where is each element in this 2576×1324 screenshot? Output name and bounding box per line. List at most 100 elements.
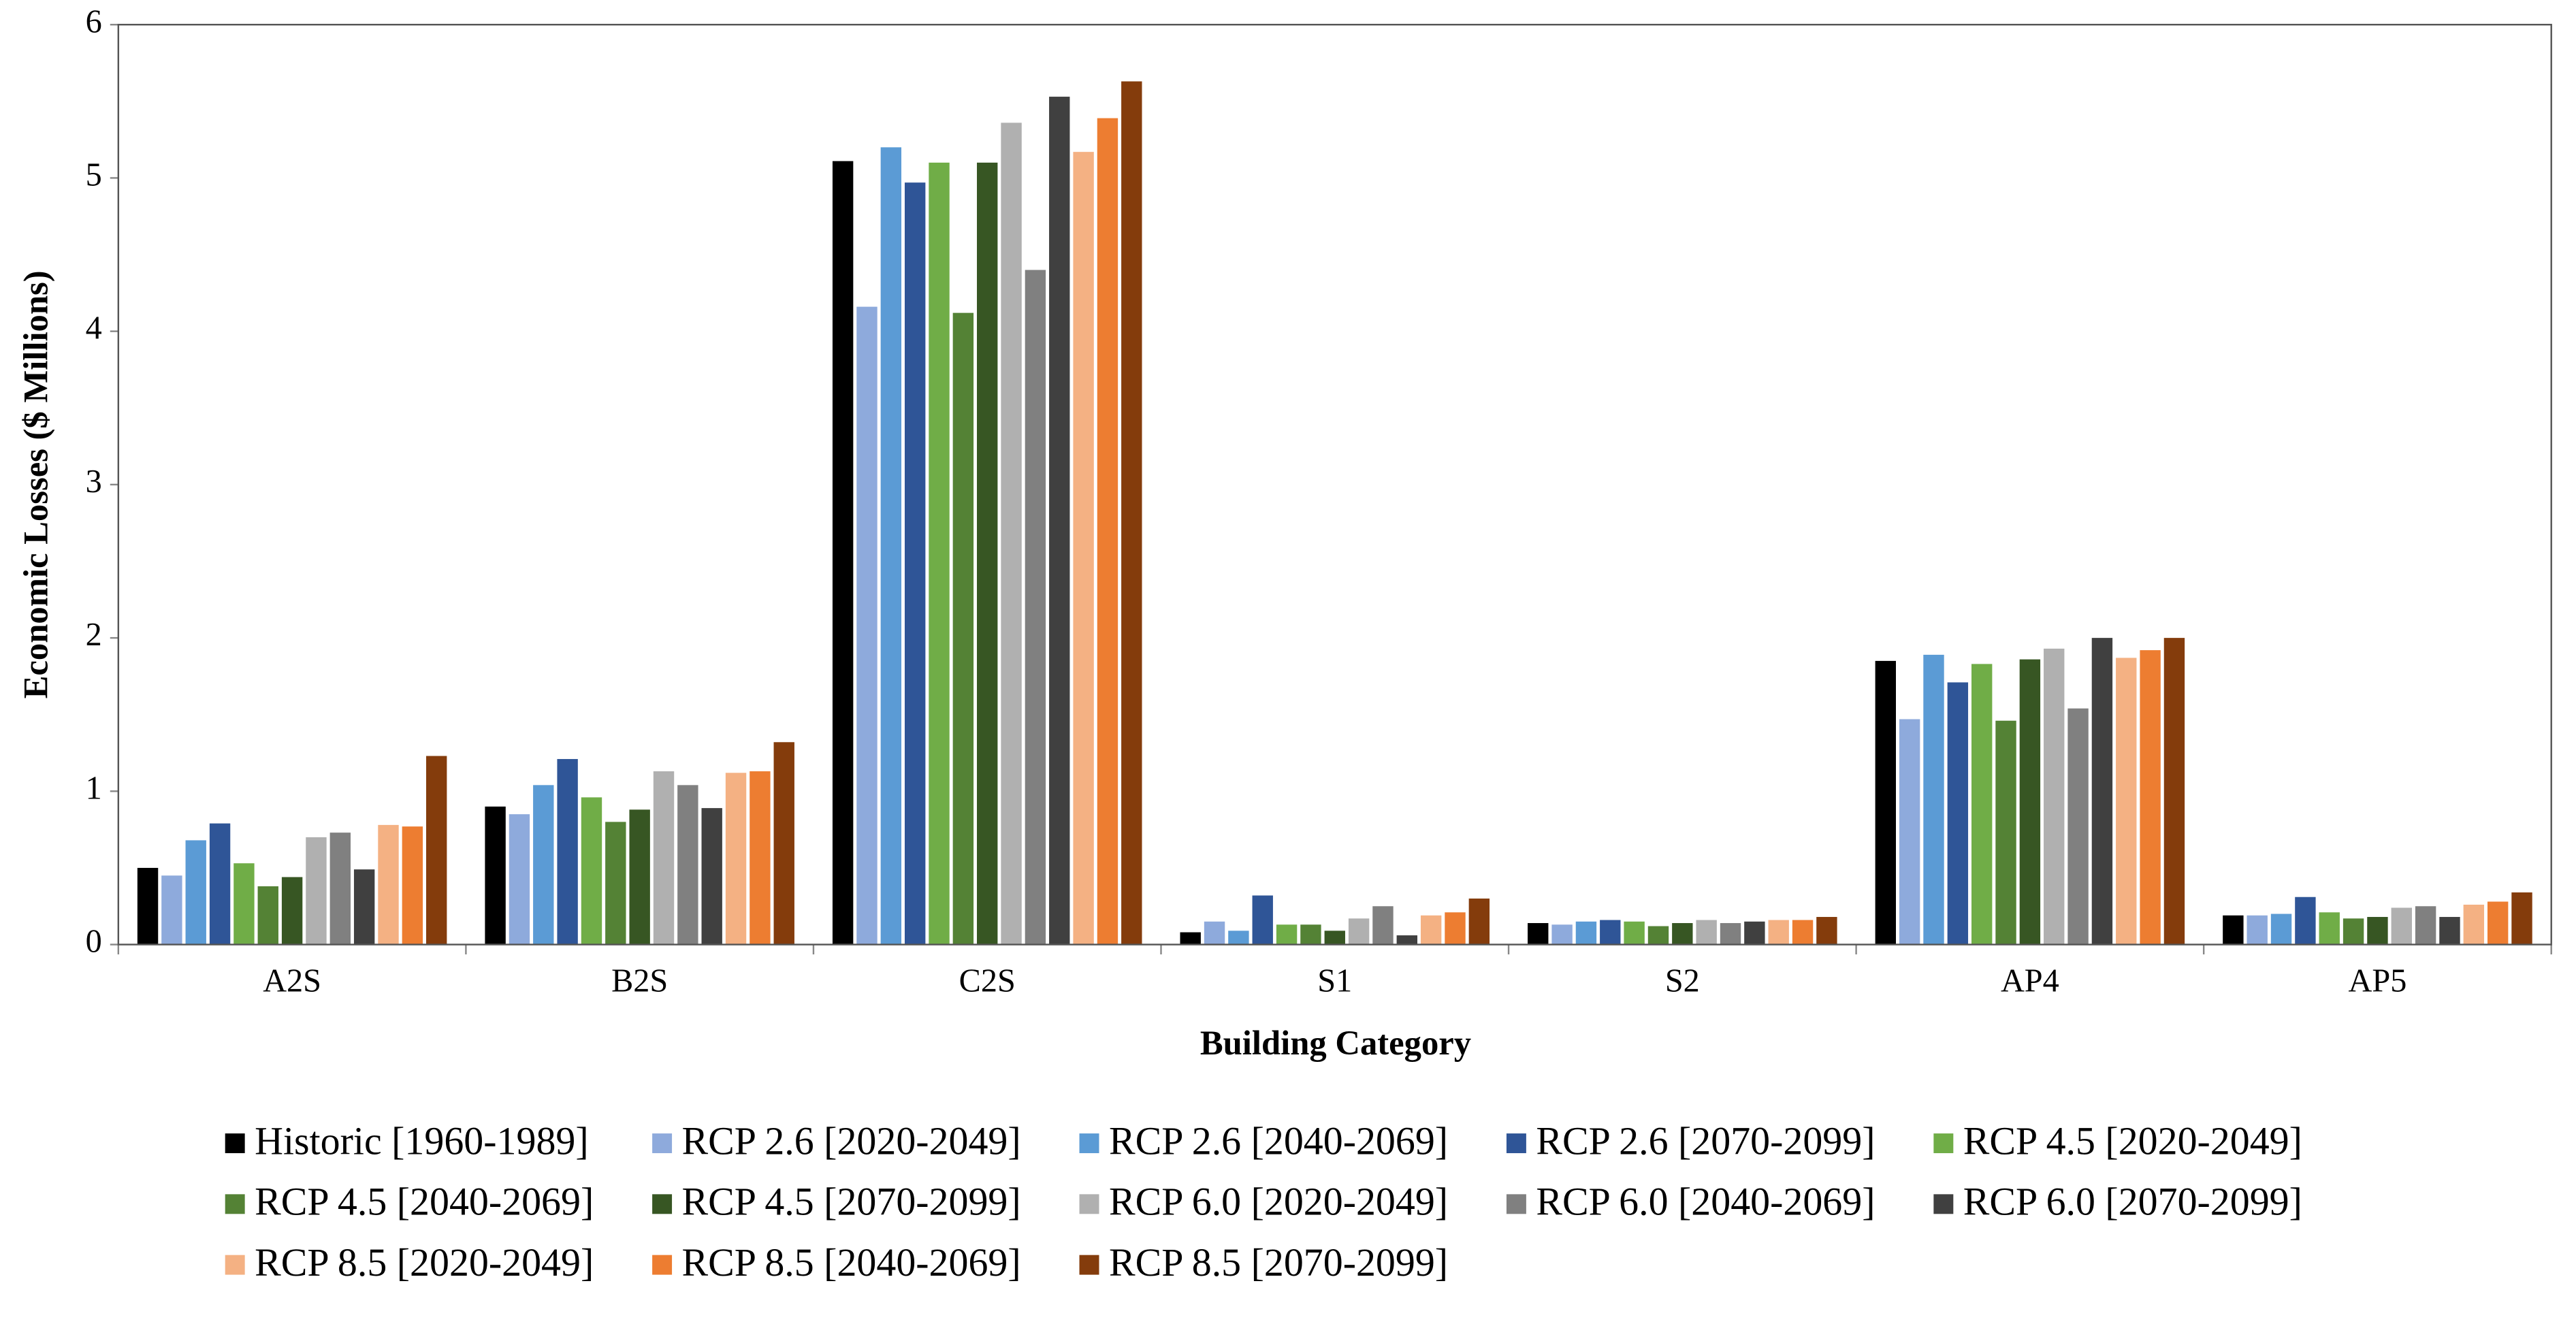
bar	[1768, 920, 1789, 945]
bar	[509, 814, 530, 945]
bar	[1396, 935, 1418, 945]
bar	[1575, 921, 1597, 945]
x-tick-label: AP5	[2349, 963, 2407, 999]
bar	[629, 809, 650, 945]
legend-swatch	[225, 1194, 245, 1214]
bar	[880, 147, 902, 945]
bar	[2415, 906, 2436, 945]
legend-label: RCP 4.5 [2040-2069]	[255, 1180, 594, 1224]
bar	[1204, 921, 1225, 945]
bar	[2391, 907, 2412, 945]
legend-label: RCP 8.5 [2070-2099]	[1109, 1240, 1448, 1285]
bar	[725, 773, 747, 945]
bar	[977, 162, 998, 945]
bar	[1528, 923, 1549, 945]
bar	[2367, 917, 2388, 945]
bar	[952, 312, 974, 945]
legend-swatch	[1079, 1194, 1099, 1214]
bar	[653, 771, 675, 945]
legend-label: RCP 6.0 [2070-2099]	[1963, 1180, 2302, 1224]
bar	[2067, 708, 2089, 945]
bar	[1276, 924, 1298, 945]
plot-frame	[117, 23, 2552, 946]
bar	[234, 863, 255, 945]
bar	[1551, 924, 1573, 945]
legend-swatch	[1506, 1133, 1526, 1154]
bar	[329, 833, 351, 945]
legend-swatch	[225, 1133, 245, 1154]
bar	[605, 822, 626, 945]
x-tick-label: C2S	[959, 963, 1016, 999]
bar	[1744, 921, 1765, 945]
bar	[2511, 892, 2532, 945]
bar	[137, 867, 159, 945]
bar	[1947, 682, 1969, 945]
bar	[1720, 923, 1741, 945]
bar	[1097, 118, 1118, 945]
bar	[1300, 924, 1321, 945]
bar	[904, 182, 926, 945]
bar	[2319, 912, 2340, 945]
legend-label: RCP 8.5 [2040-2069]	[682, 1240, 1021, 1285]
bar	[832, 161, 854, 945]
bar	[161, 875, 182, 945]
bar	[1252, 895, 1273, 945]
bar	[856, 306, 878, 945]
bar	[2019, 659, 2041, 945]
bar	[2163, 638, 2185, 945]
x-axis-title: Building Category	[1200, 1024, 1471, 1062]
bar	[378, 824, 399, 945]
bar	[485, 806, 506, 945]
bar	[2223, 915, 2244, 945]
bar	[353, 869, 375, 945]
bar	[185, 840, 206, 945]
bar	[1923, 654, 1944, 945]
bar	[1073, 152, 1094, 945]
bar	[1816, 917, 1837, 945]
bar	[2342, 918, 2364, 945]
y-tick-label: 3	[86, 464, 102, 500]
bar	[1180, 932, 1201, 945]
legend-swatch	[1933, 1133, 1954, 1154]
bar	[1624, 921, 1645, 945]
bar	[929, 162, 950, 945]
legend-swatch	[225, 1255, 245, 1275]
legend-label: RCP 2.6 [2020-2049]	[682, 1118, 1021, 1163]
legend-swatch	[1506, 1194, 1526, 1214]
bar	[1372, 906, 1394, 945]
y-tick-label: 4	[86, 310, 102, 346]
bar	[1348, 918, 1370, 945]
y-tick-label: 6	[86, 3, 102, 39]
bar	[1445, 912, 1466, 945]
x-tick-label: AP4	[2001, 963, 2059, 999]
bar	[1121, 81, 1142, 945]
bar	[557, 759, 578, 945]
bar	[2044, 648, 2065, 945]
legend-label: RCP 2.6 [2070-2099]	[1536, 1118, 1875, 1163]
legend-label: RCP 4.5 [2070-2099]	[682, 1180, 1021, 1224]
bar	[2463, 905, 2485, 945]
bar	[1971, 664, 1993, 945]
bar	[1995, 720, 2016, 945]
bar	[581, 797, 602, 945]
x-tick-label: S2	[1665, 963, 1700, 999]
y-tick-label: 2	[86, 617, 102, 653]
bar	[2487, 901, 2509, 945]
bar	[1025, 270, 1046, 945]
bar	[1792, 920, 1814, 945]
bar	[1228, 931, 1249, 945]
legend-swatch	[652, 1255, 673, 1275]
legend-swatch	[1933, 1194, 1954, 1214]
legend-swatch	[652, 1133, 673, 1154]
y-tick-label: 1	[86, 770, 102, 806]
bar	[2116, 658, 2137, 945]
bar	[1420, 915, 1442, 945]
y-axis-title: Economic Losses ($ Millions)	[17, 270, 55, 698]
legend-label: RCP 8.5 [2020-2049]	[255, 1240, 594, 1285]
bar	[2091, 638, 2113, 945]
bar	[209, 823, 231, 945]
bar	[2140, 650, 2161, 945]
y-tick-label: 5	[86, 157, 102, 193]
bar	[701, 808, 722, 945]
